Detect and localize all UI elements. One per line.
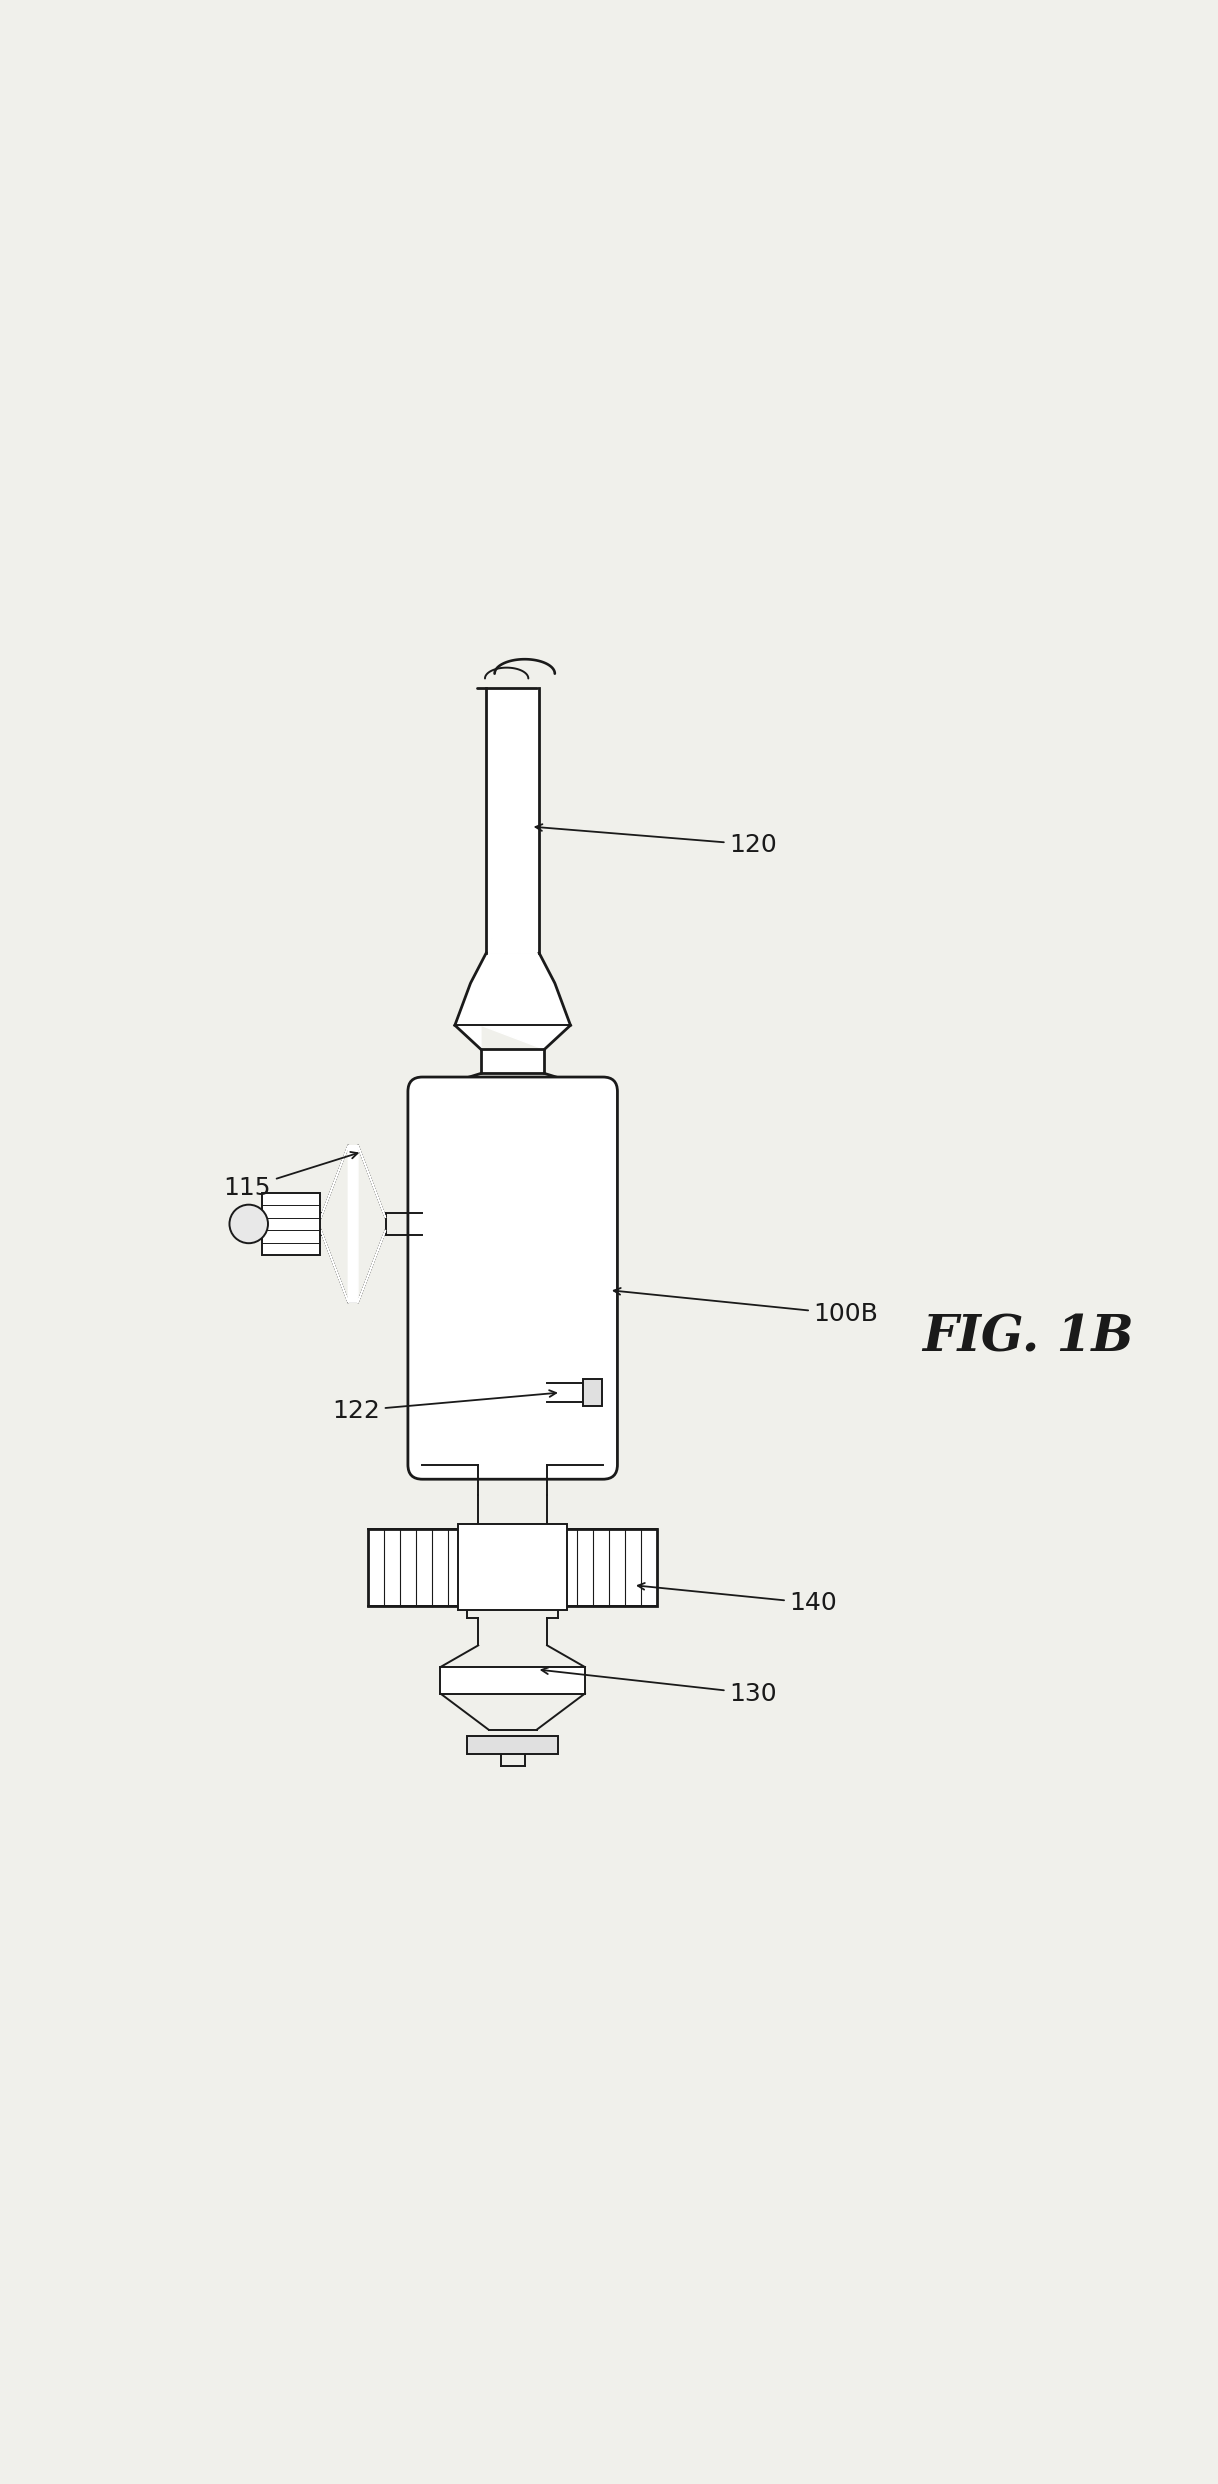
Text: 140: 140 <box>638 1582 837 1615</box>
Bar <box>262 1192 320 1254</box>
Polygon shape <box>454 954 570 1073</box>
Text: FIG. 1B: FIG. 1B <box>922 1314 1134 1364</box>
Bar <box>466 1736 558 1754</box>
Text: 120: 120 <box>536 825 777 857</box>
Polygon shape <box>320 1145 386 1302</box>
FancyBboxPatch shape <box>408 1078 618 1478</box>
Text: 115: 115 <box>224 1153 358 1200</box>
Circle shape <box>229 1205 268 1242</box>
Bar <box>441 1667 585 1694</box>
Bar <box>583 1379 603 1406</box>
Text: 100B: 100B <box>614 1289 878 1326</box>
Bar <box>458 1523 566 1610</box>
Bar <box>368 1528 658 1605</box>
Bar <box>486 688 540 954</box>
Bar <box>481 1048 544 1073</box>
Text: 130: 130 <box>542 1667 777 1707</box>
Text: 122: 122 <box>333 1391 557 1423</box>
